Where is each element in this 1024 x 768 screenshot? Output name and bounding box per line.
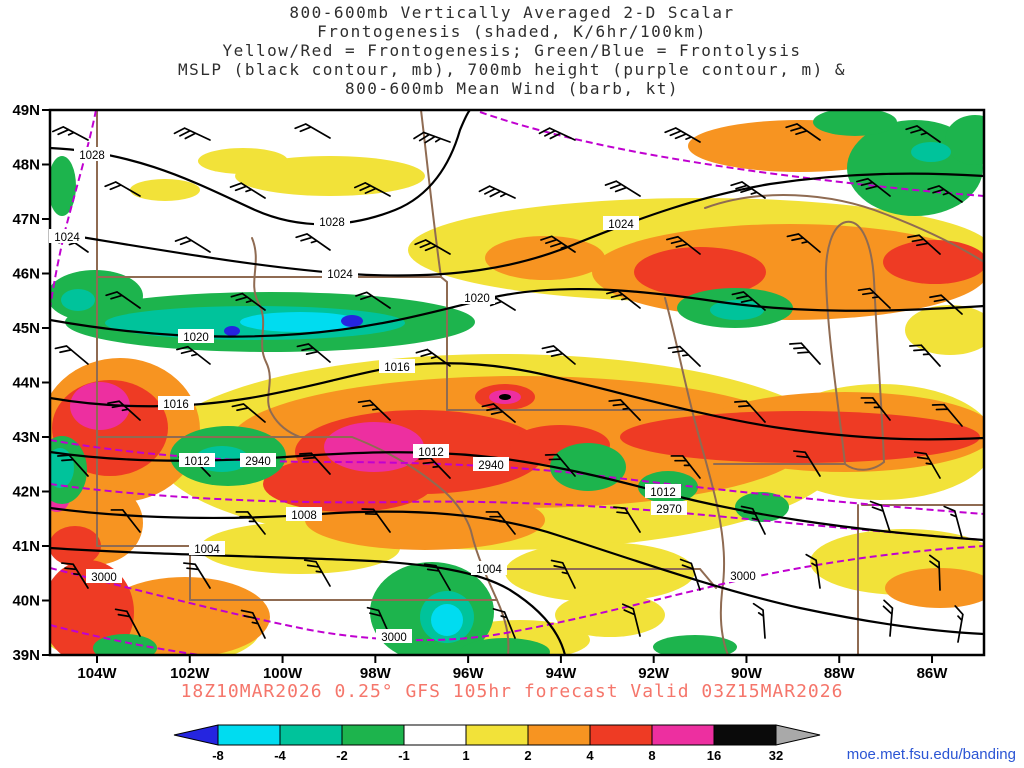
svg-text:32: 32 [769, 748, 783, 763]
svg-text:1012: 1012 [184, 456, 210, 468]
svg-text:3000: 3000 [381, 632, 407, 644]
svg-text:2940: 2940 [245, 456, 271, 468]
contour-labels: 1028 1028 1024 1024 1024 1020 1020 1016 1016 1012… [49, 147, 761, 644]
svg-text:1024: 1024 [54, 232, 80, 244]
svg-text:102W: 102W [170, 665, 210, 682]
svg-text:98W: 98W [360, 665, 392, 682]
svg-text:104W: 104W [77, 665, 117, 682]
svg-text:90W: 90W [731, 665, 763, 682]
svg-text:86W: 86W [917, 665, 949, 682]
svg-text:2: 2 [524, 748, 531, 763]
mslp-contours [50, 110, 984, 655]
title-line-4: MSLP (black contour, mb), 700mb height (… [178, 60, 846, 79]
svg-text:3000: 3000 [91, 572, 117, 584]
svg-text:1024: 1024 [608, 219, 634, 231]
site-credit[interactable]: moe.met.fsu.edu/banding [846, 746, 1016, 763]
svg-text:92W: 92W [638, 665, 670, 682]
svg-text:100W: 100W [263, 665, 303, 682]
svg-text:47N: 47N [12, 211, 40, 228]
svg-text:88W: 88W [824, 665, 856, 682]
svg-text:96W: 96W [453, 665, 485, 682]
svg-text:42N: 42N [12, 484, 40, 501]
svg-text:4: 4 [586, 748, 594, 763]
title-line-1: 800-600mb Vertically Averaged 2-D Scalar [289, 3, 735, 22]
frontogenesis-shading [50, 110, 984, 655]
svg-text:45N: 45N [12, 320, 40, 337]
forecast-caption: 18Z10MAR2026 0.25° GFS 105hr forecast Va… [180, 681, 844, 702]
svg-text:1008: 1008 [291, 510, 317, 522]
svg-text:43N: 43N [12, 429, 40, 446]
svg-text:41N: 41N [12, 538, 40, 555]
svg-text:-1: -1 [398, 748, 410, 763]
svg-text:1024: 1024 [327, 269, 353, 281]
svg-text:1004: 1004 [476, 564, 502, 576]
svg-text:1028: 1028 [319, 217, 345, 229]
svg-text:1016: 1016 [384, 362, 410, 374]
title-line-2: Frontogenesis (shaded, K/6hr/100km) [317, 22, 707, 41]
svg-text:1012: 1012 [650, 487, 676, 499]
svg-text:1020: 1020 [183, 332, 209, 344]
colorbar: -8 -4 -2 -1 1 2 4 8 16 32 [173, 724, 821, 763]
svg-text:40N: 40N [12, 593, 40, 610]
svg-text:1016: 1016 [163, 399, 189, 411]
svg-text:48N: 48N [12, 157, 40, 174]
svg-text:8: 8 [648, 748, 655, 763]
svg-text:1012: 1012 [418, 447, 444, 459]
svg-text:-8: -8 [212, 748, 224, 763]
title-line-5: 800-600mb Mean Wind (barb, kt) [345, 79, 679, 98]
svg-text:44N: 44N [12, 375, 40, 392]
svg-text:39N: 39N [12, 647, 40, 664]
svg-text:1: 1 [462, 748, 469, 763]
svg-text:94W: 94W [545, 665, 577, 682]
latitude-axis: 49N 48N 47N 46N 45N 44N 43N 42N 41N 40N 39N [12, 102, 50, 664]
longitude-axis: 104W 102W 100W 98W 96W 94W 92W 90W 88W 86W [77, 655, 948, 682]
svg-text:1020: 1020 [464, 293, 490, 305]
svg-text:2940: 2940 [478, 460, 504, 472]
svg-text:49N: 49N [12, 102, 40, 119]
svg-text:2970: 2970 [656, 504, 682, 516]
svg-text:-4: -4 [274, 748, 286, 763]
svg-text:1004: 1004 [194, 544, 220, 556]
title-block: 800-600mb Vertically Averaged 2-D Scalar… [0, 3, 1024, 98]
svg-text:-2: -2 [336, 748, 348, 763]
svg-text:16: 16 [707, 748, 721, 763]
svg-text:3000: 3000 [730, 571, 756, 583]
svg-text:1028: 1028 [79, 150, 105, 162]
title-line-3: Yellow/Red = Frontogenesis; Green/Blue =… [222, 41, 802, 60]
svg-text:46N: 46N [12, 266, 40, 283]
